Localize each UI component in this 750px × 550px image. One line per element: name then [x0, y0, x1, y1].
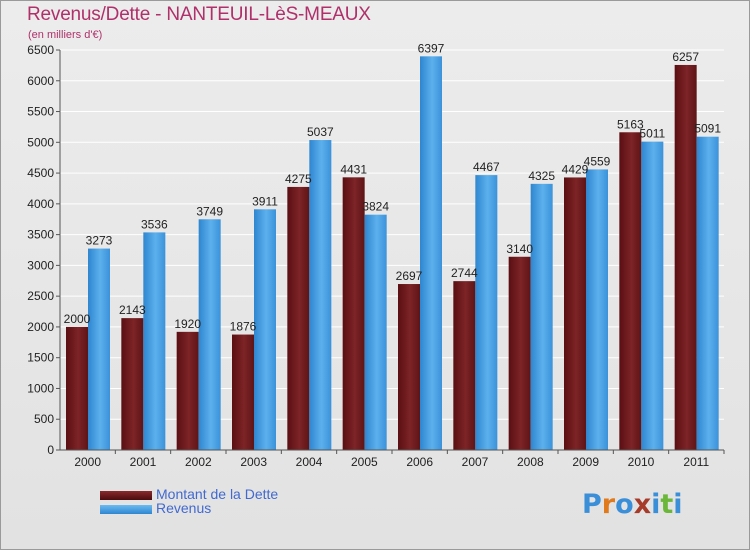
x-tick-label: 2004 — [296, 455, 323, 469]
bar-value-label: 4275 — [285, 172, 312, 186]
y-tick-label: 5500 — [27, 105, 54, 119]
bar-value-label: 4559 — [584, 154, 611, 168]
bar-value-label: 3140 — [506, 242, 533, 256]
x-tick-label: 2008 — [517, 455, 544, 469]
x-tick-label: 2006 — [406, 455, 433, 469]
bar-revenus — [309, 140, 332, 450]
x-tick-label: 2002 — [185, 455, 212, 469]
logo-letter: i — [651, 489, 661, 520]
x-tick-label: 2011 — [683, 455, 709, 469]
bar-dette — [398, 284, 420, 450]
bar-dette — [342, 177, 365, 451]
x-tick-label: 2009 — [572, 455, 599, 469]
logo-letter: i — [673, 489, 683, 520]
x-tick-label: 2003 — [240, 455, 267, 469]
bar-value-label: 2744 — [451, 266, 478, 280]
bar-value-label: 5011 — [639, 127, 665, 141]
bar-dette — [564, 177, 586, 450]
bar-value-label: 5163 — [617, 117, 644, 131]
x-tick-label: 2005 — [351, 455, 378, 469]
chart-title: Revenus/Dette - NANTEUIL-LèS-MEAUX — [27, 4, 371, 25]
bar-value-label: 4467 — [473, 160, 500, 174]
chart-subtitle: (en milliers d'€) — [28, 29, 103, 41]
logo-letter: x — [633, 489, 652, 520]
bar-value-label: 2143 — [119, 303, 146, 317]
bar-dette — [674, 64, 697, 450]
bar-value-label: 3536 — [141, 217, 168, 231]
y-tick-label: 4000 — [27, 197, 54, 211]
bar-revenus — [641, 141, 664, 450]
bar-revenus — [364, 214, 387, 450]
bar-dette — [619, 132, 642, 450]
bar-dette — [66, 326, 88, 450]
y-tick-label: 2500 — [27, 289, 54, 303]
bar-dette — [508, 256, 531, 450]
x-tick-label: 2001 — [130, 455, 157, 469]
bar-value-label: 4325 — [528, 169, 555, 183]
bar-value-label: 4429 — [562, 162, 589, 176]
proxiti-logo: Proxiti — [582, 489, 683, 520]
y-tick-label: 0 — [47, 443, 54, 457]
x-tick-label: 2010 — [628, 455, 655, 469]
bar-revenus — [198, 219, 221, 450]
bar-revenus — [530, 183, 553, 450]
bar-revenus — [696, 136, 719, 450]
bar-dette — [121, 318, 144, 450]
bar-dette — [232, 334, 254, 450]
bar-value-label: 5091 — [694, 122, 721, 136]
y-tick-label: 6500 — [27, 43, 54, 57]
y-tick-label: 3500 — [27, 228, 54, 242]
bar-revenus — [88, 248, 110, 450]
bar-value-label: 1876 — [230, 320, 257, 334]
legend-label-dette: Montant de la Dette — [156, 486, 279, 502]
bar-revenus — [420, 56, 442, 450]
bar-value-label: 5037 — [307, 125, 334, 139]
bar-value-label: 6257 — [672, 50, 699, 64]
x-tick-label: 2000 — [74, 455, 101, 469]
bar-revenus — [586, 169, 608, 450]
bar-value-label: 4431 — [340, 162, 367, 176]
bar-value-label: 3824 — [362, 200, 389, 214]
y-tick-label: 1500 — [27, 351, 54, 365]
bar-value-label: 6397 — [418, 41, 445, 55]
bar-value-label: 2000 — [64, 312, 91, 326]
bar-revenus — [254, 209, 276, 450]
y-tick-label: 1000 — [27, 381, 54, 395]
y-tick-label: 5000 — [27, 135, 54, 149]
logo-letter: r — [601, 489, 616, 520]
y-tick-label: 2000 — [27, 320, 54, 334]
logo-letter: t — [660, 489, 674, 520]
bar-dette — [453, 281, 476, 450]
bar-revenus — [475, 175, 498, 450]
bar-value-label: 2697 — [396, 269, 423, 283]
bar-dette — [176, 331, 199, 450]
legend-swatch-revenus — [100, 505, 152, 514]
bar-value-label: 3273 — [86, 234, 113, 248]
y-tick-label: 6000 — [27, 74, 54, 88]
bar-value-label: 3911 — [252, 194, 278, 208]
logo-letter: P — [582, 489, 602, 520]
y-tick-label: 3000 — [27, 258, 54, 272]
bar-dette — [287, 186, 310, 450]
bar-value-label: 1920 — [174, 317, 201, 331]
y-tick-label: 500 — [34, 412, 54, 426]
x-tick-label: 2007 — [462, 455, 489, 469]
logo-letter: o — [615, 489, 634, 520]
legend-swatch-dette — [100, 491, 152, 500]
legend-label-revenus: Revenus — [156, 500, 212, 516]
bar-revenus — [143, 232, 166, 450]
y-tick-label: 4500 — [27, 166, 54, 180]
bar-value-label: 3749 — [196, 204, 223, 218]
